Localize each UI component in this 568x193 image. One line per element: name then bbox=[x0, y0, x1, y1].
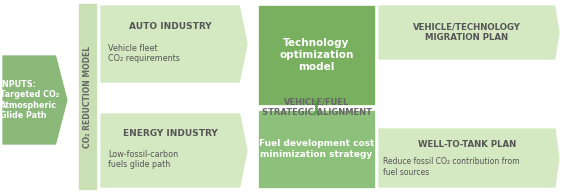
Text: Technology
optimization
model: Technology optimization model bbox=[279, 38, 354, 72]
Polygon shape bbox=[100, 113, 248, 188]
Text: ENERGY INDUSTRY: ENERGY INDUSTRY bbox=[123, 130, 218, 139]
Text: INPUTS:
Targeted CO₂
Atmospheric
Glide Path: INPUTS: Targeted CO₂ Atmospheric Glide P… bbox=[0, 80, 59, 120]
Text: WELL-TO-TANK PLAN: WELL-TO-TANK PLAN bbox=[418, 140, 516, 149]
Bar bbox=[258, 5, 375, 105]
Text: AUTO INDUSTRY: AUTO INDUSTRY bbox=[129, 22, 211, 31]
Polygon shape bbox=[100, 5, 248, 83]
Bar bbox=[78, 3, 97, 190]
Text: Fuel development cost
minimization strategy: Fuel development cost minimization strat… bbox=[259, 139, 374, 159]
Text: VEHICLE/TECHNOLOGY
MIGRATION PLAN: VEHICLE/TECHNOLOGY MIGRATION PLAN bbox=[413, 23, 521, 42]
Text: Reduce fossil CO₂ contribution from
fuel sources: Reduce fossil CO₂ contribution from fuel… bbox=[383, 157, 520, 177]
Text: Vehicle fleet
CO₂ requirements: Vehicle fleet CO₂ requirements bbox=[108, 44, 180, 63]
Text: CO₂ REDUCTION MODEL: CO₂ REDUCTION MODEL bbox=[83, 45, 92, 148]
Polygon shape bbox=[378, 128, 560, 188]
Polygon shape bbox=[378, 5, 560, 60]
Text: Low-fossil-carbon
fuels glide path: Low-fossil-carbon fuels glide path bbox=[108, 150, 178, 169]
Bar bbox=[258, 110, 375, 188]
Polygon shape bbox=[2, 55, 68, 145]
Text: VEHICLE/FUEL
STRATEGIC ALIGNMENT: VEHICLE/FUEL STRATEGIC ALIGNMENT bbox=[261, 98, 371, 117]
